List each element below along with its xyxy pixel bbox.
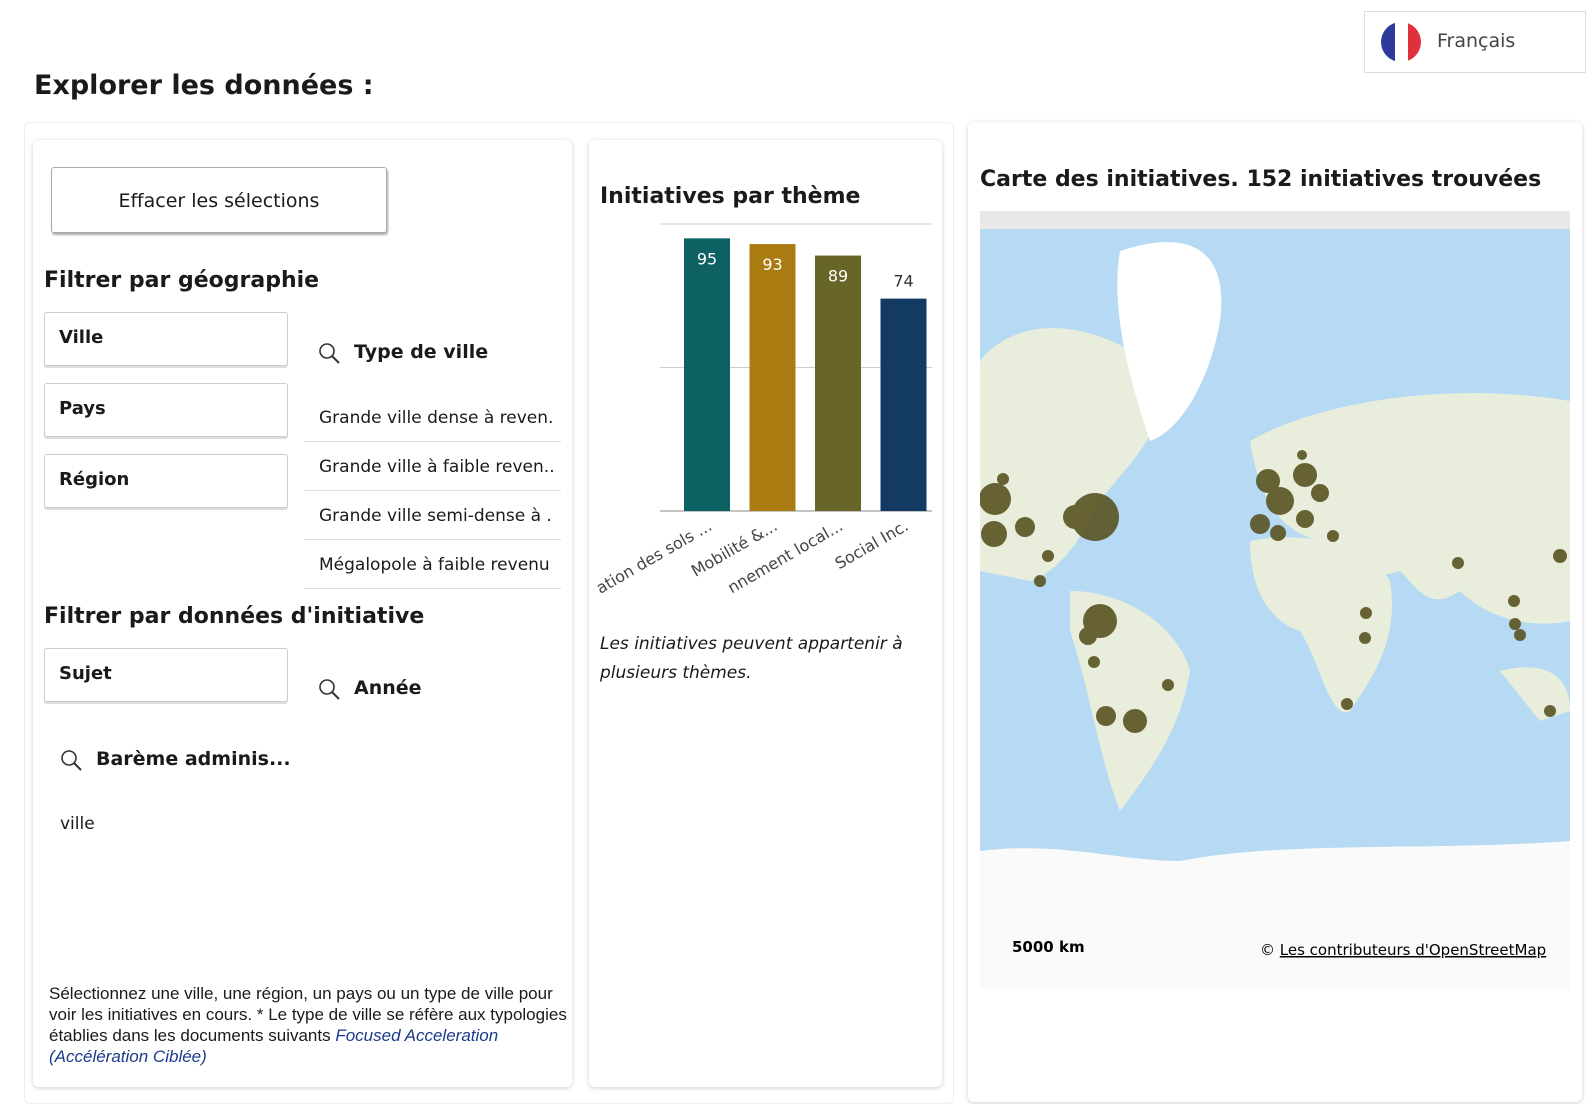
- value-label: 95: [697, 249, 717, 268]
- value-label: 93: [762, 255, 782, 274]
- bar: [880, 298, 927, 511]
- note-text: Sélectionnez une ville, une région, un p…: [49, 984, 567, 1045]
- search-icon: [61, 750, 82, 771]
- x-tick-label: nnement local...: [724, 516, 846, 597]
- bar: [815, 255, 861, 511]
- dropdown[interactable]: Ville: [44, 312, 288, 366]
- language-selector[interactable]: Français: [1364, 11, 1586, 73]
- map-scale: 5000 km: [1012, 938, 1085, 956]
- note-link[interactable]: Focused Acceleration (Accélération Ciblé…: [49, 1026, 499, 1066]
- map[interactable]: 5000 km © Les contributeurs d'OpenStreet…: [980, 211, 1570, 989]
- map-attribution: © Les contributeurs d'OpenStreetMap: [1260, 941, 1546, 959]
- option[interactable]: ville: [60, 814, 95, 834]
- attribution-symbol: ©: [1260, 941, 1275, 959]
- dropdown[interactable]: Région: [44, 454, 288, 508]
- clear-button[interactable]: Effacer les sélections: [51, 167, 387, 233]
- note: Sélectionnez une ville, une région, un p…: [49, 983, 567, 1067]
- page-title: Explorer les données :: [34, 70, 374, 101]
- chart-title: Initiatives par thème: [600, 184, 861, 209]
- flag: [1381, 22, 1421, 62]
- bar: [684, 238, 730, 511]
- option[interactable]: Grande ville semi-dense à .: [304, 492, 561, 540]
- dropdown[interactable]: Sujet: [44, 648, 288, 702]
- language-label: Français: [1437, 30, 1516, 52]
- value-label: 89: [828, 267, 848, 286]
- admin-scale-search[interactable]: Barème adminis...: [96, 748, 291, 770]
- search-icon: [319, 679, 340, 700]
- filter-panel: [33, 140, 572, 1087]
- chart-note: Les initiatives peuvent appartenir à plu…: [600, 634, 903, 683]
- year-search[interactable]: Année: [354, 677, 422, 699]
- search-icon: [319, 343, 340, 364]
- geography-title: Filtrer par géographie: [44, 268, 320, 293]
- x-tick-label: Social Inc.: [832, 516, 912, 573]
- attribution-link[interactable]: Les contributeurs d'OpenStreetMap: [1280, 941, 1546, 959]
- map-title: Carte des initiatives. 152 initiatives t…: [980, 167, 1542, 192]
- value-label: 74: [893, 272, 913, 291]
- option[interactable]: Grande ville à faible reven..: [304, 443, 561, 491]
- option[interactable]: Grande ville dense à reven.: [304, 394, 561, 442]
- bar: [749, 244, 796, 511]
- option[interactable]: Mégalopole à faible revenu: [304, 541, 561, 589]
- x-tick-label: ation des sols ...: [596, 516, 715, 598]
- dropdown[interactable]: Pays: [44, 383, 288, 437]
- city-type-search[interactable]: Type de ville: [354, 341, 489, 363]
- initiative-title: Filtrer par données d'initiative: [44, 604, 425, 629]
